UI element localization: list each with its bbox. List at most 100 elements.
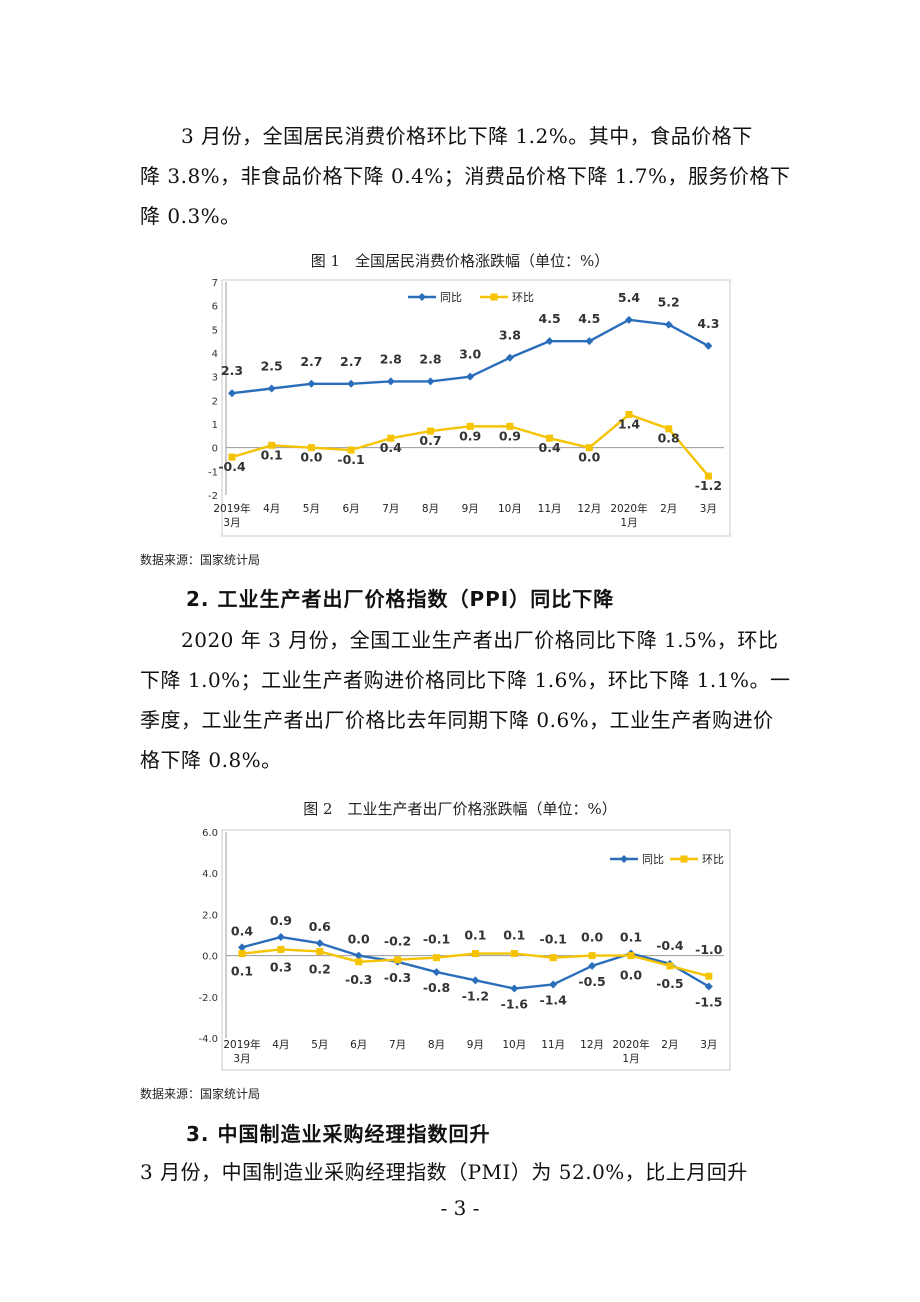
data-label: -0.1 [423,932,450,947]
data-point [549,980,558,989]
y-tick-label: 2.0 [202,910,218,921]
data-label: 0.7 [419,433,441,448]
data-label: -0.5 [656,976,683,991]
y-tick-label: -4.0 [198,1034,218,1045]
legend-marker [490,293,498,301]
data-point [549,954,557,962]
data-label: -1.2 [695,478,722,493]
text-line: 降 3.8%，非食品价格下降 0.4%；消费品价格下降 1.7%，服务价格下 [140,164,791,188]
data-point [585,444,593,452]
paragraph-pmi: 3 月份，中国制造业采购经理指数（PMI）为 52.0%，比上月回升 [140,1152,780,1192]
data-label: 0.0 [578,450,600,465]
x-tick-label: 2019年 [223,1038,260,1051]
x-tick-label: 2月 [660,503,677,515]
x-tick-label: 9月 [462,503,479,515]
data-label: 0.1 [464,928,486,943]
data-label: 0.0 [348,932,370,947]
data-point [666,962,674,970]
y-tick-label: -1 [208,467,218,478]
data-point [355,958,363,966]
data-label: -1.5 [695,995,722,1010]
figure2-caption: 图 2 工业生产者出厂价格涨跌幅（单位：%） [303,800,617,818]
data-point [506,422,514,430]
x-tick-label: 12月 [577,503,601,515]
data-point [347,446,355,454]
text-line: 降 0.3%。 [140,204,241,228]
data-label: -0.4 [218,459,246,474]
data-label: 0.4 [380,440,402,455]
y-tick-label: -2 [208,491,218,502]
data-label: 0.9 [499,428,521,443]
ppi-line-chart: 6.0 4.0 2.0 0.0 -2.0 -4.0 2019年 3月 4月 5月 6月 7月 8月 9月 1… [198,828,731,1071]
y-tick-label: 2 [212,396,218,407]
x-tick-label: 1月 [620,517,637,529]
data-point [466,422,474,430]
data-label: 4.5 [578,311,600,326]
x-tick-label: 10月 [498,503,522,515]
data-point [588,952,596,960]
data-label: 0.1 [261,447,283,462]
data-point [315,939,324,948]
y-tick-label: 1 [212,420,218,431]
data-label: 0.3 [270,959,292,974]
data-point [705,972,713,980]
data-label: -0.3 [384,970,411,985]
data-label: 0.1 [620,930,642,945]
figure2-source: 数据来源：国家统计局 [140,1087,261,1101]
data-point [510,984,519,993]
paragraph-cpi: 3 月份，全国居民消费价格环比下降 1.2%。其中，食品价格下 降 3.8%，非… [140,116,791,236]
data-label: 2.3 [221,363,243,378]
data-label: 5.2 [658,295,680,310]
legend-label: 同比 [642,853,664,866]
data-label: 0.9 [459,428,481,443]
x-tick-label: 12月 [580,1039,604,1051]
data-label: 0.4 [539,440,561,455]
y-tick-label: 0 [212,444,218,455]
plot-frame [221,829,731,1071]
x-tick-label: 1月 [622,1053,639,1065]
data-label: 0.9 [270,913,292,928]
section2-heading: 2. 工业生产者出厂价格指数（PPI）同比下降 [186,587,615,611]
legend-label: 环比 [512,291,534,304]
y-tick-label: 5 [212,325,218,336]
data-label: -1.4 [540,992,568,1007]
data-point [704,982,713,991]
data-label: 0.8 [658,431,680,446]
data-label: -1.2 [462,988,489,1003]
x-tick-label: 3月 [223,517,240,529]
y-tick-label: 7 [212,278,218,289]
data-label: 0.1 [231,964,253,979]
y-tick-label: 0.0 [202,952,218,963]
y-tick-label: 6 [212,302,218,313]
data-label: 0.6 [309,919,331,934]
figure1-source: 数据来源：国家统计局 [140,553,261,567]
data-point [664,320,673,329]
y-tick-label: -2.0 [198,993,218,1004]
data-label: 0.2 [309,961,331,976]
x-tick-label: 2月 [661,1039,678,1051]
data-label: -0.4 [656,938,684,953]
data-label: -0.3 [345,972,372,987]
data-point [427,427,434,435]
data-point [588,961,597,970]
data-point [276,933,285,942]
data-point [238,950,246,958]
legend-label: 同比 [440,291,462,304]
data-point [268,441,276,449]
x-tick-label: 3月 [700,1039,717,1051]
text-line: 下降 1.0%；工业生产者购进价格同比下降 1.6%，环比下降 1.1%。一 [140,668,791,692]
x-tick-label: 4月 [263,503,280,515]
figure1-caption: 图 1 全国居民消费价格涨跌幅（单位：%） [310,252,610,270]
data-label: 0.0 [300,450,322,465]
data-label: 0.0 [581,930,603,945]
x-tick-label: 10月 [502,1039,526,1051]
data-label: -1.0 [695,942,723,957]
data-label: -0.8 [423,980,450,995]
data-point [387,434,395,442]
x-tick-label: 2019年 [213,502,250,515]
data-point [228,389,236,398]
data-point [585,337,594,346]
data-point [394,956,402,964]
data-label: 2.7 [340,354,362,369]
